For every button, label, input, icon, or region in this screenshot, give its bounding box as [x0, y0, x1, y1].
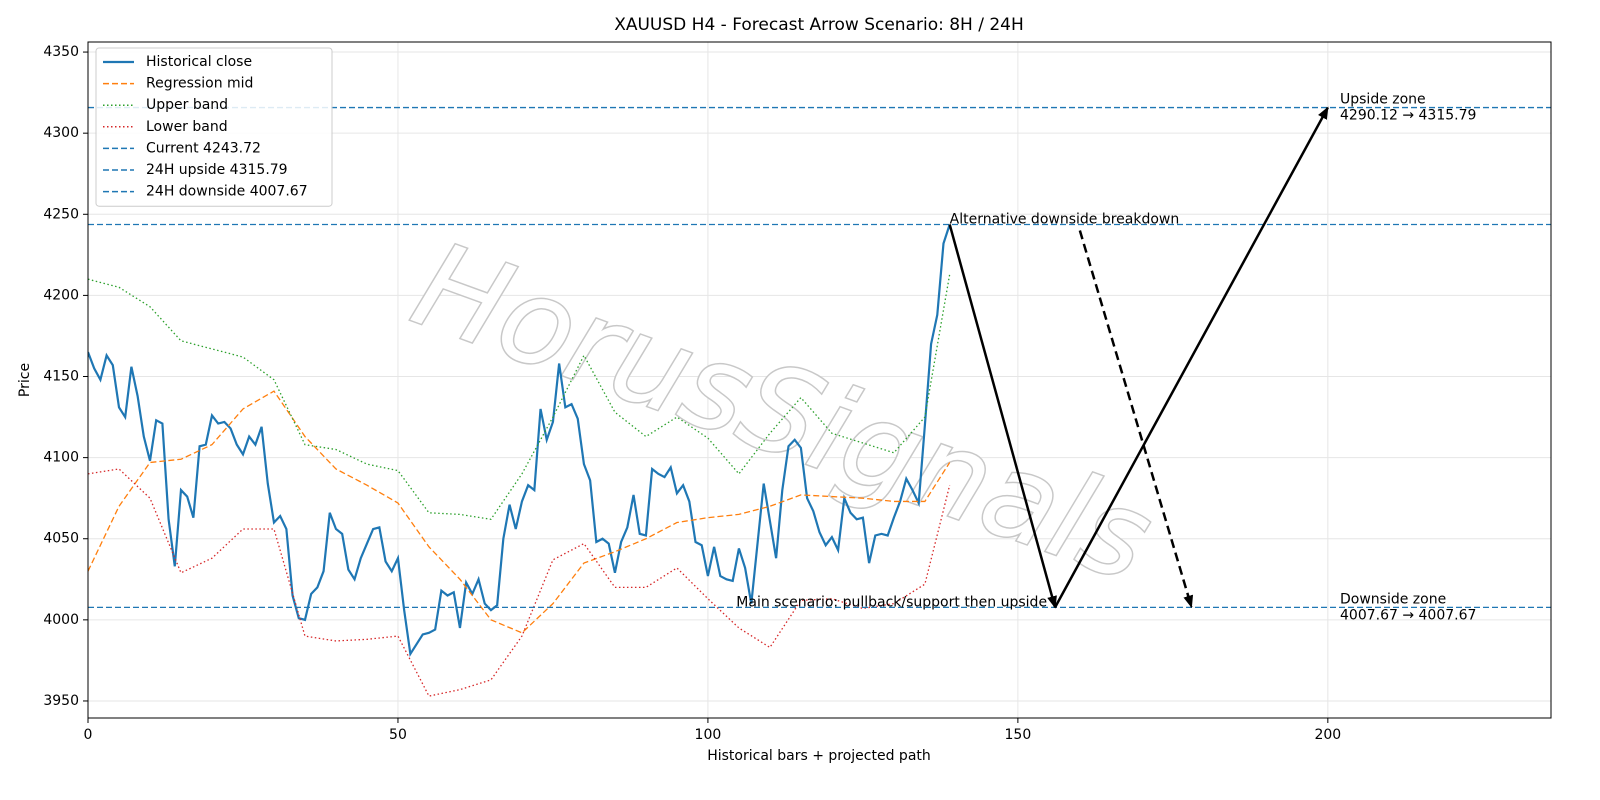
legend-label: Current 4243.72: [146, 140, 261, 156]
legend-label: Historical close: [146, 54, 252, 70]
legend-label: Regression mid: [146, 76, 253, 92]
y-tick-label: 3950: [43, 693, 79, 709]
legend-label: Lower band: [146, 119, 228, 135]
legend-label: Upper band: [146, 97, 228, 113]
legend-label: 24H upside 4315.79: [146, 162, 288, 178]
x-axis-label: Historical bars + projected path: [707, 748, 931, 764]
legend-label: 24H downside 4007.67: [146, 184, 308, 200]
y-axis-label: Price: [17, 363, 33, 397]
x-tick-label: 200: [1314, 727, 1341, 743]
zone-label: 4290.12 → 4315.79: [1340, 108, 1476, 124]
y-tick-label: 4200: [43, 287, 79, 303]
x-tick-label: 100: [695, 727, 722, 743]
x-tick-label: 50: [389, 727, 407, 743]
y-tick-label: 4350: [43, 44, 79, 60]
forecast-arrow: [1053, 106, 1329, 609]
zone-label: 4007.67 → 4007.67: [1340, 607, 1476, 623]
legend-box: [95, 47, 333, 207]
y-tick-label: 4300: [43, 125, 79, 141]
forecast-arrow: [1078, 230, 1194, 609]
annotation: Alternative downside breakdown: [950, 211, 1180, 227]
plot-frame: [87, 41, 1552, 719]
zone-label: Upside zone: [1340, 92, 1426, 108]
x-tick-label: 0: [84, 727, 93, 743]
series-line: [88, 274, 951, 520]
y-tick-label: 4050: [43, 531, 79, 547]
y-tick-label: 4100: [43, 450, 79, 466]
x-tick-label: 150: [1005, 727, 1032, 743]
annotation: Main scenario: pullback/support then ups…: [736, 594, 1047, 610]
y-tick-label: 4000: [43, 612, 79, 628]
series-line: [88, 224, 951, 658]
y-tick-label: 4250: [43, 206, 79, 222]
series-line: [88, 468, 951, 697]
zone-label: Downside zone: [1340, 591, 1446, 607]
chart-title: XAUUSD H4 - Forecast Arrow Scenario: 8H …: [614, 15, 1024, 35]
y-tick-label: 4150: [43, 369, 79, 385]
forecast-arrow: [948, 224, 1057, 609]
